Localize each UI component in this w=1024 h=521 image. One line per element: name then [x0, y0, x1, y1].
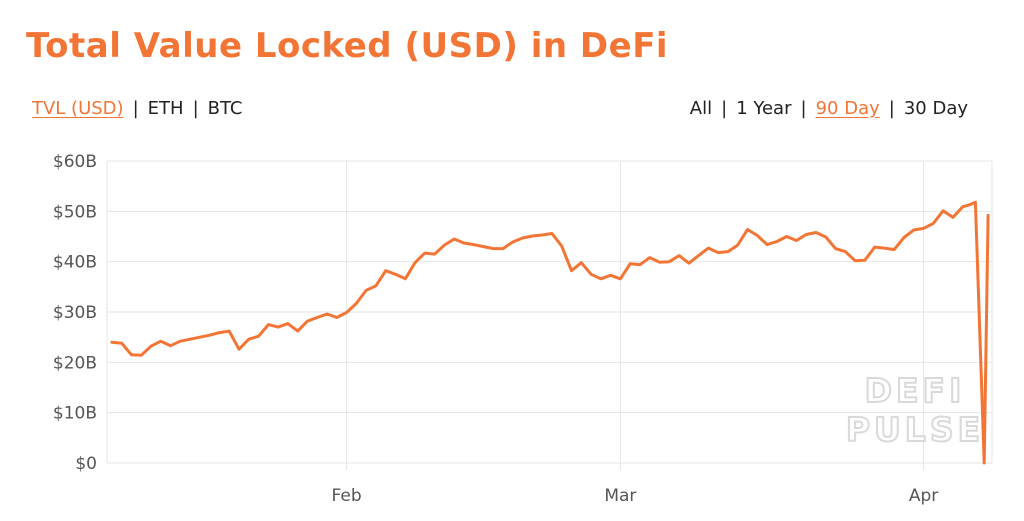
x-axis-ticks: Feb Mar Apr [332, 486, 939, 506]
x-tick-label: Apr [909, 486, 938, 506]
separator: | [888, 98, 895, 119]
x-tick-label: Mar [604, 486, 636, 506]
separator: | [721, 98, 728, 119]
y-axis-ticks: $0 $10B $20B $30B $40B $50B $60B [53, 152, 97, 474]
y-tick-label: $20B [53, 353, 97, 373]
tvl-series-line [110, 200, 990, 465]
currency-toggle-group: TVL (USD) | ETH | BTC [32, 98, 243, 119]
chart-grid [106, 160, 993, 470]
chart-title: Total Value Locked (USD) in DeFi [26, 26, 669, 66]
toggle-btc[interactable]: BTC [207, 98, 243, 119]
watermark-line-1: DEFI [865, 371, 966, 410]
watermark-line-2: PULSE [846, 410, 984, 449]
toggle-tvl-usd[interactable]: TVL (USD) [32, 98, 124, 119]
range-1-year[interactable]: 1 Year [736, 98, 792, 119]
y-tick-label: $40B [53, 253, 97, 273]
range-all[interactable]: All [689, 98, 713, 119]
y-tick-label: $30B [53, 303, 97, 323]
range-30-day[interactable]: 30 Day [903, 98, 968, 119]
y-tick-label: $60B [53, 152, 97, 172]
defi-pulse-watermark: DEFI PULSE [845, 370, 984, 450]
separator: | [192, 98, 199, 119]
toggle-eth[interactable]: ETH [147, 98, 184, 119]
series-layer [110, 200, 990, 465]
y-tick-label: $0 [75, 454, 97, 474]
separator: | [800, 98, 807, 119]
range-toggle-group: All | 1 Year | 90 Day | 30 Day [690, 98, 968, 119]
x-tick-label: Feb [332, 486, 362, 506]
y-tick-label: $50B [53, 202, 97, 222]
range-90-day[interactable]: 90 Day [815, 98, 880, 119]
separator: | [132, 98, 139, 119]
y-tick-label: $10B [53, 404, 97, 424]
